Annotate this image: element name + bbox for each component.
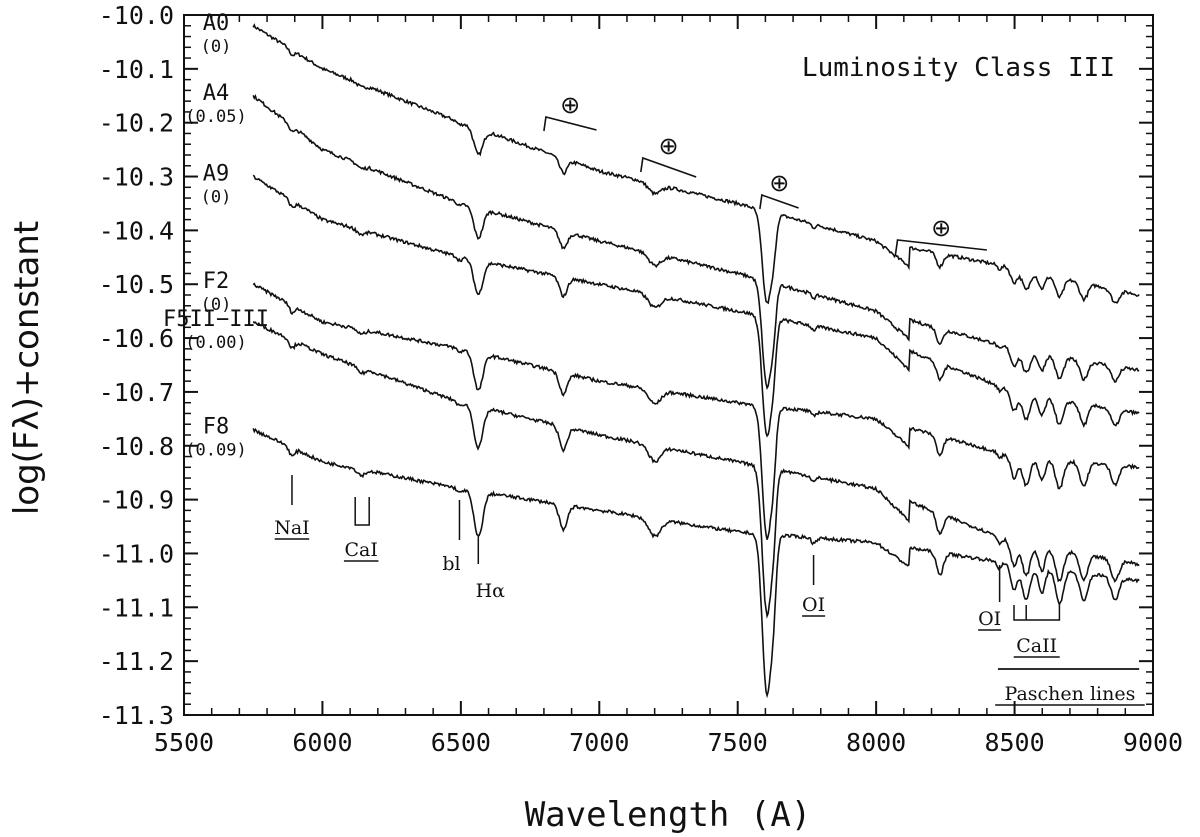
y-tick-label: -10.4 — [99, 216, 174, 245]
y-tick-label: -10.3 — [99, 163, 174, 192]
x-tick-label: 6000 — [292, 728, 352, 757]
x-tick-label: 6500 — [431, 728, 491, 757]
telluric-symbol: ⊕ — [769, 169, 789, 197]
series-sublabel: (0) — [201, 188, 232, 208]
y-tick-label: -10.2 — [99, 109, 174, 138]
line-label: OI — [802, 594, 825, 616]
series-line — [252, 427, 1140, 699]
x-tick-label: 7500 — [708, 728, 768, 757]
line-label: CaI — [345, 539, 378, 561]
caii-bracket — [1013, 605, 1061, 621]
x-tick-label: 8000 — [846, 728, 906, 757]
telluric-symbol: ⊕ — [931, 214, 951, 242]
series-labels: A0(0)A4(0.05)A9(0)F2(0)F5II−III(0.00)F8(… — [163, 11, 269, 461]
series-label: F8 — [203, 415, 230, 440]
x-tick-label: 7000 — [569, 728, 629, 757]
plot-title: Luminosity Class III — [802, 53, 1115, 83]
line-annotations: NaI CaI bl Hα OI OI CaII Paschen lines — [274, 475, 1145, 706]
telluric-symbol: ⊕ — [658, 132, 678, 160]
cai-bracket — [354, 497, 370, 526]
series-sublabel: (0.05) — [185, 107, 246, 127]
telluric-band — [543, 116, 597, 132]
series-sublabel: (0.00) — [185, 333, 246, 353]
y-tick-label: -10.1 — [99, 55, 174, 84]
series-line — [252, 94, 1140, 391]
y-tick-label: -11.1 — [99, 593, 174, 622]
series-label: A0 — [203, 11, 230, 36]
y-tick-label: -11.0 — [99, 539, 174, 568]
line-label: CaII — [1016, 635, 1057, 657]
series-sublabel: (0) — [201, 295, 232, 315]
line-label: bl — [442, 553, 460, 575]
x-tick-label: 8500 — [984, 728, 1044, 757]
y-tick-label: -10.7 — [99, 378, 174, 407]
plot-frame — [183, 14, 1154, 716]
series-line — [252, 174, 1140, 438]
y-axis-title: log(Fλ)+constant — [7, 221, 47, 515]
series-line — [252, 282, 1140, 540]
line-label: Paschen lines — [1005, 683, 1136, 705]
y-tick-label: -10.9 — [99, 486, 174, 515]
line-label: NaI — [274, 517, 309, 539]
series-sublabel: (0.09) — [185, 441, 246, 461]
telluric-bands: ⊕ ⊕ ⊕ ⊕ — [543, 91, 987, 255]
series-label: A4 — [203, 81, 230, 106]
line-label: Hα — [476, 580, 506, 602]
telluric-band — [640, 156, 697, 178]
series-label: A9 — [203, 162, 230, 187]
x-tick-label: 5500 — [154, 728, 214, 757]
telluric-symbol: ⊕ — [560, 91, 580, 119]
axis-ticks: 5500 6000 6500 7000 7500 8000 8500 9000 -10.0 -10… — [99, 1, 1183, 757]
series-label: F5II−III — [163, 307, 269, 332]
series-label: F2 — [203, 269, 230, 294]
y-tick-label: -11.2 — [99, 647, 174, 676]
plot-border — [183, 14, 1154, 716]
series-sublabel: (0) — [201, 37, 232, 57]
telluric-band — [894, 239, 987, 255]
line-label: OI — [978, 608, 1001, 630]
spectra-series — [252, 23, 1140, 699]
y-tick-label: -10.6 — [99, 324, 174, 353]
x-axis-title: Wavelength (A) — [525, 795, 812, 835]
y-tick-label: -10.8 — [99, 432, 174, 461]
series-line — [252, 23, 1140, 305]
telluric-band — [759, 193, 799, 210]
y-tick-label: -10.5 — [99, 270, 174, 299]
y-tick-label: -10.0 — [99, 1, 174, 30]
series-line — [252, 321, 1140, 619]
y-tick-label: -11.3 — [99, 701, 174, 730]
x-tick-label: 9000 — [1123, 728, 1183, 757]
